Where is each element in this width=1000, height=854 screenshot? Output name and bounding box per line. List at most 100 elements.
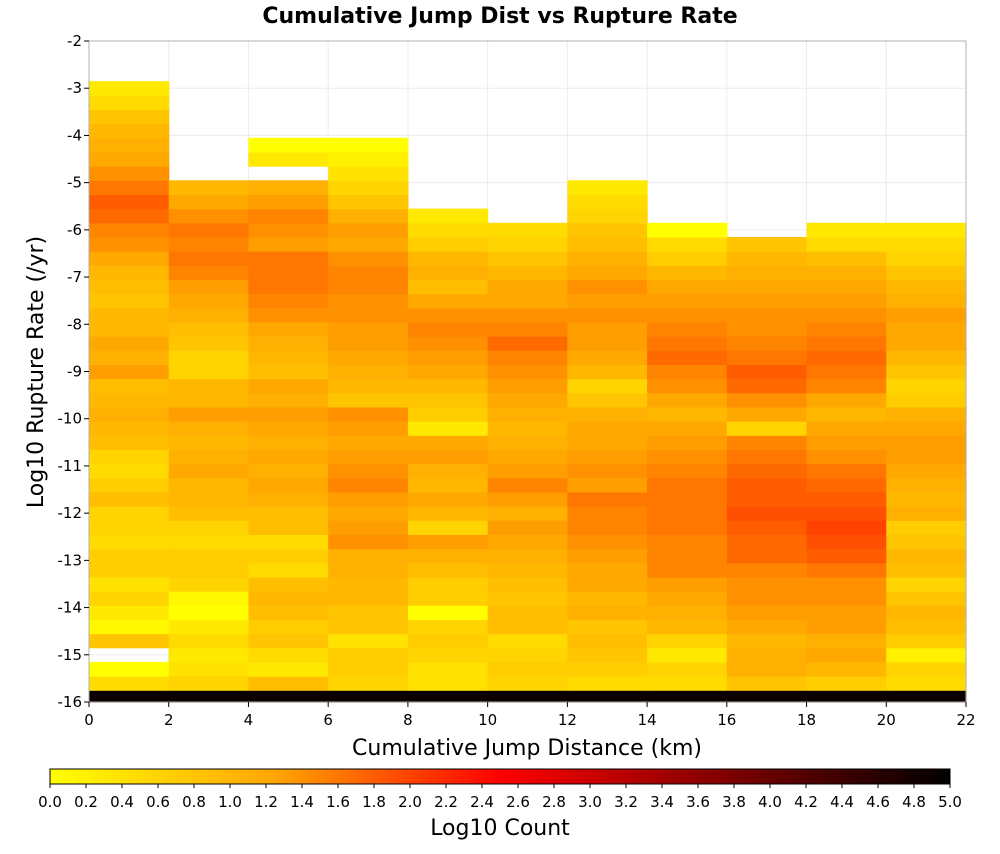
heatmap-cell xyxy=(886,265,967,281)
heatmap-cell xyxy=(567,279,648,295)
heatmap-cell xyxy=(806,435,887,451)
heatmap-cell xyxy=(726,364,808,380)
heatmap-cell xyxy=(647,435,728,451)
heatmap-cell xyxy=(407,463,489,479)
heatmap-cell xyxy=(886,619,967,635)
heatmap-cell xyxy=(487,293,568,309)
heatmap-cell xyxy=(726,676,808,691)
colorbar-tick-label: 4.0 xyxy=(758,793,782,811)
heatmap-cell xyxy=(886,548,967,564)
heatmap-cell xyxy=(647,449,728,465)
heatmap-cell xyxy=(407,265,489,281)
colorbar-tick-label: 0.2 xyxy=(74,793,98,811)
colorbar-tick-label: 2.8 xyxy=(542,793,566,811)
heatmap-cell xyxy=(886,520,967,535)
heatmap-cell xyxy=(89,576,170,592)
heatmap-cell xyxy=(89,676,170,691)
heatmap-cell xyxy=(886,477,967,493)
x-tick-label: 0 xyxy=(84,711,94,729)
heatmap-cell xyxy=(647,619,728,635)
heatmap-cell xyxy=(567,520,648,535)
heatmap-cell xyxy=(726,392,808,408)
y-tick-label: -9 xyxy=(67,363,82,381)
heatmap-cell xyxy=(168,534,250,550)
heatmap-cell xyxy=(726,548,808,564)
heatmap-cell xyxy=(806,279,887,295)
heatmap-cell xyxy=(248,506,329,521)
heatmap-cell xyxy=(328,690,409,703)
colorbar-tick-label: 0.8 xyxy=(182,793,206,811)
heatmap-cell xyxy=(647,661,728,677)
heatmap-cell xyxy=(806,676,887,691)
heatmap-cell xyxy=(726,647,808,663)
heatmap-cell xyxy=(726,619,808,635)
heatmap-cell xyxy=(567,180,648,196)
heatmap-cell xyxy=(567,421,648,436)
heatmap-cell xyxy=(407,421,489,436)
heatmap-cell xyxy=(328,336,409,351)
heatmap-cell xyxy=(328,534,409,550)
heatmap-cell xyxy=(726,378,808,394)
heatmap-cell xyxy=(248,336,329,351)
heatmap-cell xyxy=(647,251,728,266)
heatmap-cell xyxy=(726,293,808,309)
heatmap-cell xyxy=(407,562,489,578)
heatmap-cell xyxy=(328,477,409,493)
heatmap-cell xyxy=(647,321,728,337)
heatmap-cell xyxy=(567,463,648,479)
heatmap-cell xyxy=(89,534,170,550)
heatmap-cell xyxy=(407,449,489,465)
heatmap-cell xyxy=(886,307,967,323)
heatmap-cell xyxy=(168,605,250,620)
heatmap-cell xyxy=(886,279,967,295)
heatmap-cell xyxy=(886,236,967,252)
heatmap-cell xyxy=(487,591,568,606)
heatmap-cell xyxy=(487,265,568,281)
heatmap-cell xyxy=(806,534,887,550)
heatmap-cell xyxy=(567,491,648,507)
y-tick-label: -11 xyxy=(58,457,83,475)
colorbar-tick-label: 4.6 xyxy=(866,793,890,811)
heatmap-cell xyxy=(806,236,887,252)
heatmap-cell xyxy=(567,435,648,451)
heatmap-cell xyxy=(168,336,250,351)
heatmap-cell xyxy=(726,576,808,592)
x-tick-label: 16 xyxy=(717,711,736,729)
heatmap-cell xyxy=(886,350,967,366)
heatmap-cell xyxy=(248,350,329,366)
heatmap-cell xyxy=(89,591,170,606)
heatmap-cell xyxy=(248,307,329,323)
heatmap-cell xyxy=(168,279,250,295)
heatmap-cell xyxy=(647,279,728,295)
heatmap-cell xyxy=(89,633,170,649)
heatmap-cell xyxy=(487,463,568,479)
heatmap-cell xyxy=(328,647,409,663)
heatmap-cell xyxy=(567,605,648,620)
heatmap-cell xyxy=(647,605,728,620)
heatmap-cell xyxy=(487,491,568,507)
heatmap-cell xyxy=(567,307,648,323)
heatmap-cell xyxy=(806,477,887,493)
heatmap-cell xyxy=(567,534,648,550)
chart-title: Cumulative Jump Dist vs Rupture Rate xyxy=(262,4,737,29)
heatmap-cell xyxy=(89,109,170,125)
heatmap-cell xyxy=(407,506,489,521)
colorbar-title: Log10 Count xyxy=(430,816,570,841)
colorbar-tick-label: 0.4 xyxy=(110,793,134,811)
heatmap-cell xyxy=(567,350,648,366)
heatmap-cell xyxy=(328,548,409,564)
heatmap-cell xyxy=(248,676,329,691)
y-tick-label: -4 xyxy=(67,126,82,144)
colorbar-tick-label: 3.4 xyxy=(650,793,674,811)
heatmap-cell xyxy=(407,576,489,592)
heatmap-cell xyxy=(248,180,329,196)
heatmap-cell xyxy=(407,633,489,649)
heatmap-cell xyxy=(487,392,568,408)
heatmap-cell xyxy=(248,548,329,564)
heatmap-cell xyxy=(328,194,409,210)
heatmap-cell xyxy=(89,520,170,535)
heatmap-cell xyxy=(487,619,568,635)
heatmap-cell xyxy=(647,293,728,309)
